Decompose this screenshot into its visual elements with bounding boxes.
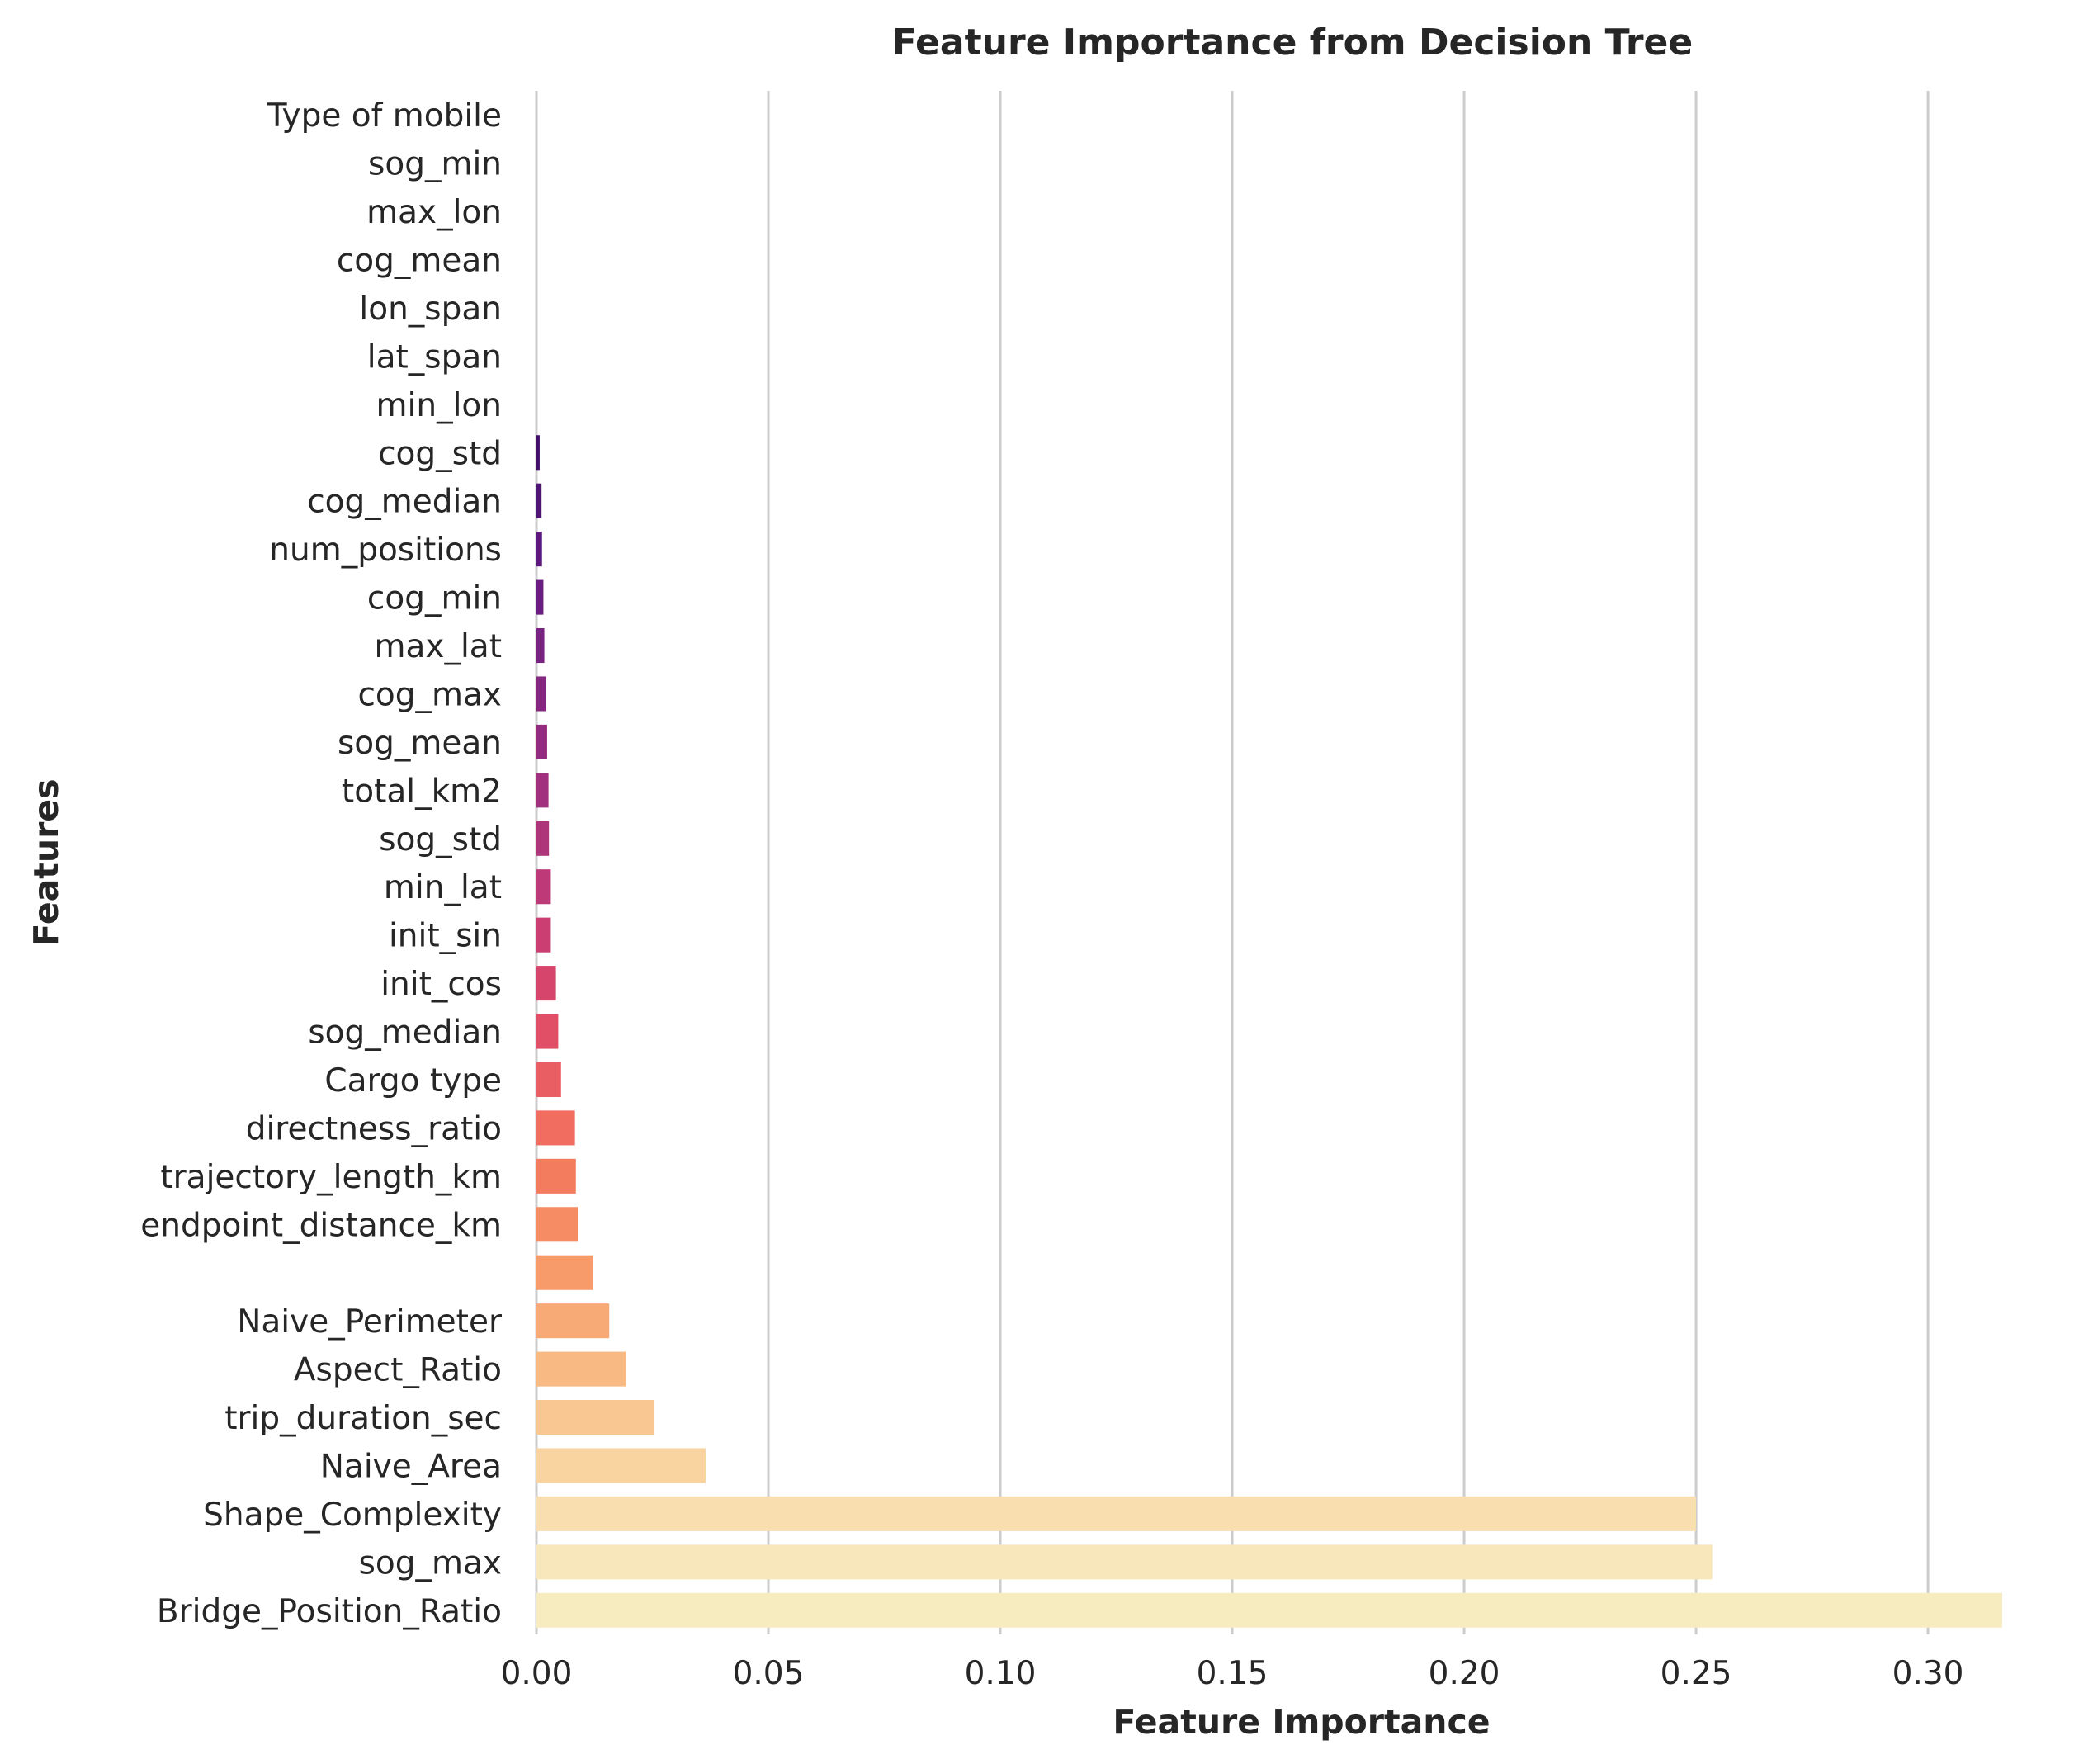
x-tick-label: 0.20 <box>1429 1655 1500 1692</box>
y-tick-label: max_lon <box>366 194 502 231</box>
bar <box>536 773 549 808</box>
chart-title: Feature Importance from Decision Tree <box>892 21 1693 64</box>
y-tick-label: cog_mean <box>337 243 502 280</box>
y-tick-label: sog_median <box>308 1014 502 1052</box>
y-tick-label: sog_min <box>368 146 502 183</box>
y-tick-labels: Type of mobile sog_min max_lon cog_mean lon_… <box>140 97 503 1630</box>
y-tick-label: sog_std <box>379 821 502 858</box>
y-tick-label: lat_span <box>367 338 502 376</box>
bar <box>536 966 556 1001</box>
y-tick-label: Shape_Complexity <box>203 1497 502 1534</box>
bar <box>536 676 546 712</box>
bar <box>536 627 545 664</box>
y-tick-label: cog_max <box>357 676 502 713</box>
y-tick-label: min_lat <box>384 869 502 906</box>
bar <box>536 1303 610 1339</box>
y-tick-label: Naive_Perimeter <box>237 1303 503 1341</box>
y-tick-label: cog_std <box>378 435 502 472</box>
x-tick-labels: 0.00 0.05 0.10 0.15 0.20 0.25 0.30 <box>501 1655 1964 1692</box>
x-tick-label: 0.10 <box>965 1655 1037 1692</box>
bars <box>536 435 2002 1628</box>
bar <box>536 1062 561 1098</box>
y-axis-label: Features <box>26 778 66 946</box>
y-tick-label: endpoint_distance_km <box>140 1207 502 1244</box>
y-tick-label: Type of mobile <box>267 97 502 135</box>
x-tick-label: 0.30 <box>1892 1655 1964 1692</box>
bar <box>536 1110 575 1146</box>
y-tick-label: trip_duration_sec <box>224 1400 502 1437</box>
bar <box>536 483 542 518</box>
gridlines <box>535 91 1930 1634</box>
bar <box>536 1592 2002 1628</box>
x-tick-label: 0.25 <box>1661 1655 1732 1692</box>
bar <box>536 1207 579 1242</box>
y-tick-label: min_lon <box>376 387 502 424</box>
y-tick-label: Cargo type <box>324 1062 502 1100</box>
y-tick-label: trajectory_length_km <box>160 1159 502 1196</box>
y-tick-label: sog_max <box>359 1544 502 1582</box>
bar <box>536 869 551 905</box>
bar <box>536 1544 1713 1580</box>
x-tick-label: 0.05 <box>733 1655 805 1692</box>
y-tick-label: init_sin <box>389 918 502 955</box>
x-axis-label: Feature Importance <box>1113 1702 1490 1742</box>
bar <box>536 532 542 567</box>
y-tick-label: Aspect_Ratio <box>294 1352 502 1389</box>
bar <box>536 1448 706 1483</box>
y-tick-label: lon_span <box>359 291 502 328</box>
y-tick-label: sog_mean <box>338 725 502 762</box>
bar <box>536 1351 626 1387</box>
y-tick-label: max_lat <box>375 628 503 665</box>
y-tick-label: directness_ratio <box>246 1110 502 1147</box>
y-tick-label: num_positions <box>269 532 502 569</box>
x-tick-label: 0.00 <box>501 1655 573 1692</box>
bar <box>536 435 540 471</box>
bar <box>536 917 551 953</box>
bar <box>536 1496 1697 1531</box>
bar <box>536 821 550 856</box>
y-tick-label: Naive_Area <box>320 1448 502 1485</box>
bar <box>536 1255 593 1290</box>
y-tick-label: cog_min <box>367 580 502 617</box>
y-tick-label: Bridge_Position_Ratio <box>157 1593 502 1630</box>
bar <box>536 579 544 615</box>
bar <box>536 1158 576 1194</box>
bar <box>536 1399 654 1435</box>
bar <box>536 1014 559 1049</box>
y-tick-label: cog_median <box>307 484 502 521</box>
bar <box>536 724 547 759</box>
x-tick-label: 0.15 <box>1197 1655 1269 1692</box>
y-tick-label: init_cos <box>380 966 502 1003</box>
y-tick-label: total_km2 <box>342 773 502 810</box>
